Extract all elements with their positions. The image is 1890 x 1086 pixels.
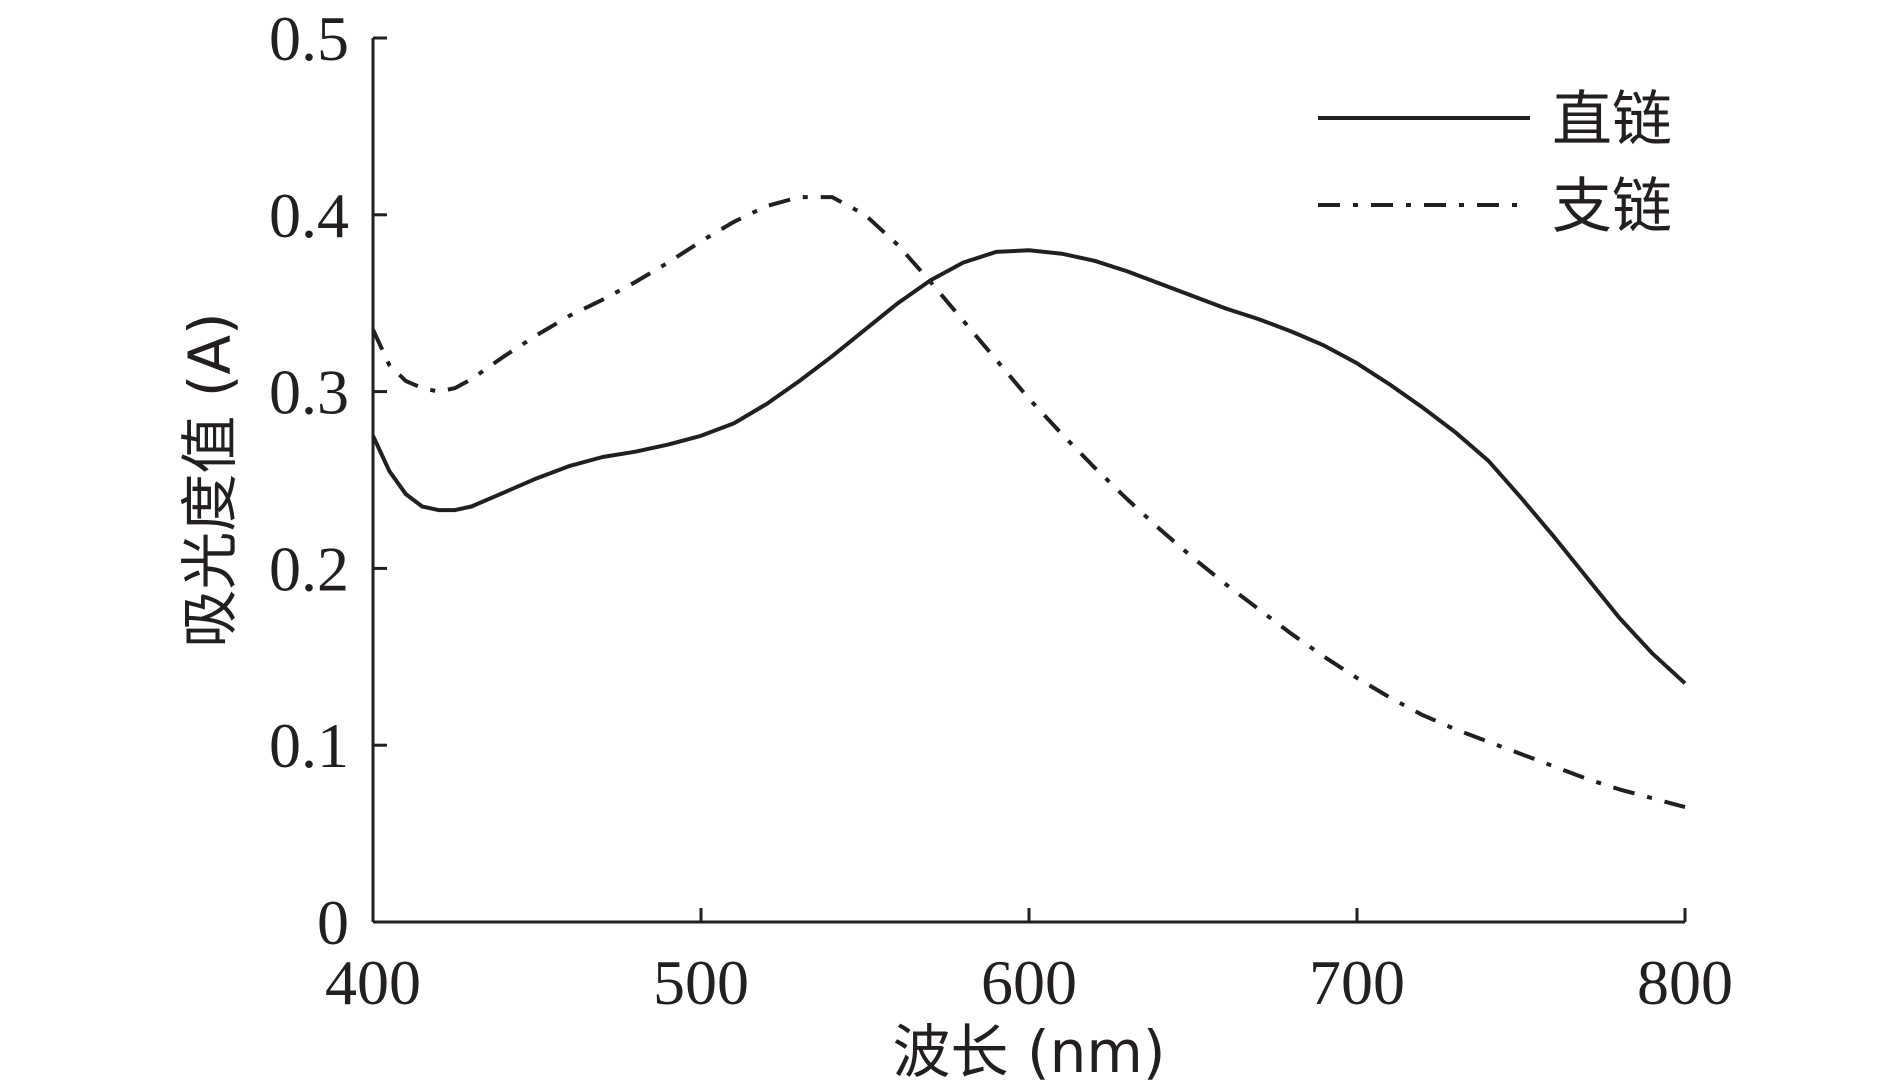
x-tick-label: 600 xyxy=(981,947,1077,1018)
y-tick-label: 0.5 xyxy=(269,3,349,74)
legend-label-branched-chain: 支链 xyxy=(1552,172,1672,242)
x-tick-label: 500 xyxy=(653,947,749,1018)
x-axis-title: 波长 (nm) xyxy=(893,1018,1166,1086)
y-tick-label: 0.2 xyxy=(269,533,349,604)
y-axis-title: 吸光度值 (A) xyxy=(176,312,244,647)
series xyxy=(371,195,1687,810)
ticks: 400 500 600 700 800 0 0.1 0.2 0.3 0.4 0.5 xyxy=(269,3,1733,1018)
axes xyxy=(371,38,1685,924)
x-tick-label: 800 xyxy=(1637,947,1733,1018)
y-tick-label: 0 xyxy=(317,887,349,958)
y-tick-label: 0.3 xyxy=(269,357,349,428)
legend-label-straight-chain: 直链 xyxy=(1552,85,1672,155)
series-line-straight-chain xyxy=(371,248,1687,685)
x-tick-label: 700 xyxy=(1309,947,1405,1018)
legend: 直链 支链 xyxy=(1318,85,1672,242)
y-tick-label: 0.1 xyxy=(269,710,349,781)
x-tick-label: 400 xyxy=(325,947,421,1018)
axis-titles: 波长 (nm) 吸光度值 (A) xyxy=(176,312,1165,1086)
series-line-branched-chain xyxy=(371,195,1686,810)
y-tick-label: 0.4 xyxy=(269,180,349,251)
